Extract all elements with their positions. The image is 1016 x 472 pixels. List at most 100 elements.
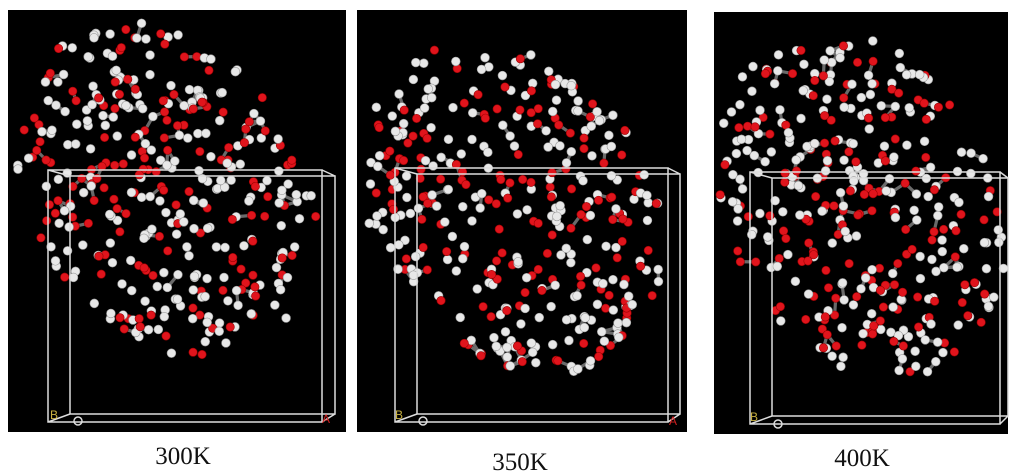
atom <box>586 211 595 220</box>
atom <box>869 57 877 65</box>
atom <box>719 119 728 128</box>
atom <box>526 50 535 59</box>
atom <box>86 144 95 153</box>
atom <box>275 199 284 208</box>
atom <box>444 185 453 194</box>
atom <box>468 135 477 144</box>
atom <box>864 71 873 80</box>
atom <box>54 44 62 52</box>
atom <box>276 285 285 294</box>
atom <box>476 204 485 213</box>
atom <box>391 127 400 136</box>
atom <box>260 212 268 220</box>
atom <box>580 323 589 332</box>
atom <box>743 122 751 130</box>
atom <box>201 292 210 301</box>
atom <box>516 55 524 63</box>
atom <box>888 269 897 278</box>
atom <box>521 288 529 296</box>
atom <box>608 193 616 201</box>
atom <box>71 140 80 149</box>
atom <box>193 52 201 60</box>
atom <box>853 292 861 300</box>
atom <box>205 66 213 74</box>
atom <box>95 252 103 260</box>
atom <box>87 182 96 191</box>
atom <box>566 258 575 267</box>
atom <box>652 199 660 207</box>
atom <box>799 86 808 95</box>
atom <box>48 126 57 135</box>
atom <box>966 169 975 178</box>
atom <box>372 189 380 197</box>
atom <box>984 302 993 311</box>
atom <box>810 139 819 148</box>
atom <box>839 353 848 362</box>
atom <box>867 309 876 318</box>
atom <box>518 175 526 183</box>
atom <box>538 286 546 294</box>
atom <box>752 258 760 266</box>
atom <box>543 249 551 257</box>
atom <box>567 224 575 232</box>
atom <box>42 156 50 164</box>
atom <box>468 108 477 117</box>
atom <box>277 221 286 230</box>
atom <box>953 263 962 272</box>
atom <box>440 218 449 227</box>
atom <box>444 135 453 144</box>
atom <box>140 154 148 162</box>
atom <box>880 142 889 151</box>
atom <box>876 286 884 294</box>
atom <box>180 53 188 61</box>
atom <box>607 171 616 180</box>
atom <box>776 317 785 326</box>
atom <box>891 102 900 111</box>
atom <box>955 198 964 207</box>
atom <box>140 264 148 272</box>
atom <box>113 204 121 212</box>
atom <box>203 274 212 283</box>
atom <box>126 256 135 265</box>
atom <box>792 156 801 165</box>
atom <box>72 120 81 129</box>
atom <box>961 280 969 288</box>
atom <box>849 301 858 310</box>
atom <box>108 258 117 267</box>
atom <box>828 239 837 248</box>
atom <box>137 193 146 202</box>
atom <box>160 312 169 321</box>
atom <box>421 156 430 165</box>
atom <box>870 322 878 330</box>
atom <box>770 79 779 88</box>
atom <box>737 135 746 144</box>
atom <box>88 100 97 109</box>
atom <box>172 230 181 239</box>
atom <box>580 339 588 347</box>
atom <box>781 169 789 177</box>
atom <box>202 129 211 138</box>
atom <box>274 135 283 144</box>
atom <box>501 83 509 91</box>
atom <box>824 284 832 292</box>
atom <box>20 126 28 134</box>
atom <box>928 236 936 244</box>
atom <box>429 162 438 171</box>
atom <box>160 134 168 142</box>
atom <box>921 335 930 344</box>
atom <box>643 191 652 200</box>
atom <box>223 159 232 168</box>
panel-350k <box>357 10 687 432</box>
atom <box>174 270 183 279</box>
atom <box>950 348 958 356</box>
atom <box>485 196 493 204</box>
atom <box>795 211 804 220</box>
atom <box>237 265 245 273</box>
atom <box>548 107 557 116</box>
atom <box>224 143 232 151</box>
atom <box>628 300 637 309</box>
atom <box>548 168 556 176</box>
atom <box>112 66 121 75</box>
atom <box>533 120 541 128</box>
atom <box>901 225 909 233</box>
